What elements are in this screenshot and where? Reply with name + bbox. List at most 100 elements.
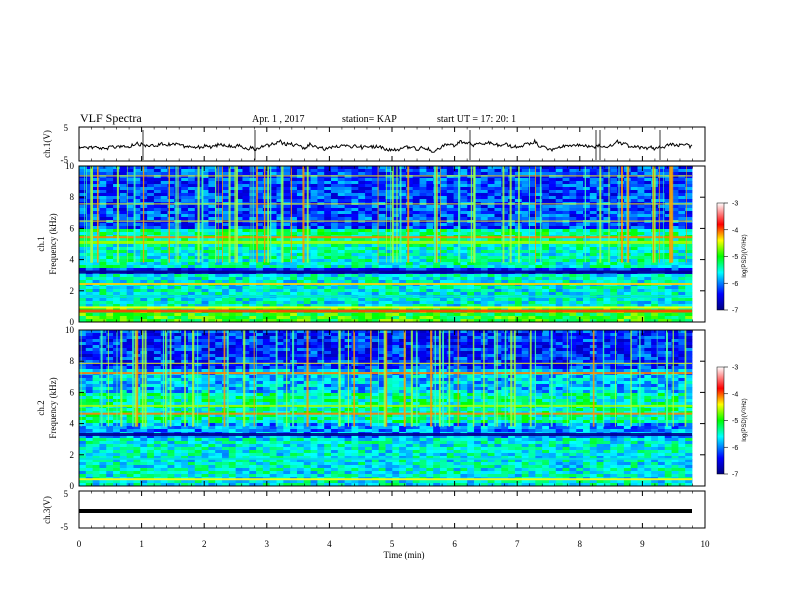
spectrogram-cell: [371, 187, 380, 191]
spectrogram-cell: [351, 232, 359, 236]
spectrogram-cell: [79, 184, 87, 188]
spectrogram-cell: [126, 330, 134, 334]
spectrogram-cell: [222, 187, 230, 191]
spectrogram-cell: [460, 196, 468, 200]
spectrogram-cell: [535, 169, 543, 173]
spectrogram-cell: [514, 280, 523, 284]
spectrogram-cell: [576, 301, 584, 305]
spectrogram-cell: [453, 307, 461, 311]
spectrogram-cell: [344, 184, 352, 188]
spectrogram-cell: [235, 316, 243, 320]
spectrogram-cell: [290, 169, 298, 173]
spectrogram-cell: [160, 274, 168, 278]
spectrogram-cell: [269, 280, 277, 284]
spectrogram-cell: [583, 181, 591, 185]
spectrogram-cell: [487, 333, 495, 337]
spectrogram-cell: [542, 238, 550, 242]
spectrogram-cell: [290, 196, 298, 200]
spectrogram-cell: [392, 211, 400, 215]
spectrogram-cell: [92, 232, 100, 236]
spectrogram-cell: [494, 175, 502, 179]
spectrogram-cell: [583, 333, 591, 337]
spectrogram-cell: [460, 229, 468, 233]
spectrogram-cell: [644, 307, 652, 311]
spectrogram-cell: [276, 286, 284, 290]
spectrogram-cell: [569, 313, 577, 317]
spectrogram-cell: [426, 313, 434, 317]
spectrogram-cell: [351, 181, 359, 185]
spectrogram-cell: [555, 307, 563, 311]
spectrogram-cell: [256, 178, 264, 182]
spectrogram-cell: [365, 333, 373, 337]
spectrogram-cell: [262, 298, 271, 302]
spectrogram-cell: [351, 196, 359, 200]
spectrogram-cell: [433, 333, 441, 337]
spectrogram-cell: [92, 316, 100, 320]
spectrogram-cell: [603, 262, 611, 266]
spectrogram-cell: [276, 172, 284, 176]
spectrogram-cell: [133, 301, 141, 305]
spectrogram-cell: [671, 220, 679, 224]
spectrogram-cell: [242, 205, 250, 209]
spectrogram-cell: [262, 313, 271, 317]
spectrogram-cell: [508, 289, 516, 293]
spectrogram-cell: [446, 175, 455, 179]
spectrogram-cell: [603, 181, 611, 185]
spectrogram-cell: [589, 211, 598, 215]
spectrogram-cell: [324, 187, 332, 191]
spectrogram-cell: [222, 277, 230, 281]
spectrogram-cell: [153, 307, 162, 311]
spectrogram-cell: [392, 316, 400, 320]
spectrogram-cell: [412, 211, 420, 215]
spectrogram-cell: [494, 265, 502, 269]
spectrogram-cell: [480, 187, 489, 191]
spectrogram-cell: [133, 178, 141, 182]
spectrogram-cell: [215, 208, 223, 212]
spectrogram-cell: [426, 229, 434, 233]
spectrogram-cell: [678, 274, 686, 278]
spectrogram-cell: [351, 184, 359, 188]
spectrogram-cell: [181, 304, 189, 308]
spectrogram-cell: [310, 259, 318, 263]
spectrogram-cell: [331, 259, 339, 263]
spectrogram-cell: [235, 175, 243, 179]
spectrogram-cell: [351, 169, 359, 173]
spectrogram-cell: [351, 286, 359, 290]
spectrogram-cell: [439, 199, 448, 203]
spectrogram-cell: [187, 232, 196, 236]
spectrogram-cell: [283, 253, 291, 257]
spectrogram-cell: [548, 253, 557, 257]
spectrogram-cell: [283, 220, 291, 224]
spectrogram-cell: [351, 166, 359, 170]
spectrogram-cell: [331, 193, 339, 197]
spectrogram-cell: [426, 256, 434, 260]
spectrogram-cell: [603, 330, 611, 334]
spectrogram-cell: [474, 187, 482, 191]
spectrogram-cell: [487, 274, 495, 278]
spectrogram-cell: [160, 190, 168, 194]
spectrogram-cell: [310, 172, 318, 176]
spectrogram-cell: [153, 232, 162, 236]
spectrogram-cell: [249, 313, 257, 317]
spectrogram-cell: [249, 277, 257, 281]
spectrogram-cell: [644, 220, 652, 224]
spectrogram-cell: [113, 247, 121, 251]
spectrogram-cell: [344, 226, 352, 230]
spectrogram-cell: [215, 223, 223, 227]
spectrogram-impulse: [390, 166, 391, 263]
spectrogram-cell: [542, 175, 550, 179]
spectrogram-cell: [419, 280, 427, 284]
spectrogram-cell: [453, 178, 461, 182]
spectrogram-cell: [630, 319, 638, 323]
spectrogram-cell: [215, 286, 223, 290]
spectrogram-cell: [412, 319, 420, 323]
spectrogram-cell: [514, 313, 523, 317]
spectrogram-cell: [228, 268, 237, 272]
spectrogram-cell: [85, 184, 94, 188]
spectrogram-cell: [310, 196, 318, 200]
spectrogram-cell: [153, 268, 162, 272]
spectrogram-cell: [685, 298, 693, 302]
spectrogram-cell: [610, 313, 618, 317]
spectrogram-cell: [119, 232, 128, 236]
spectrogram-cell: [296, 226, 305, 230]
